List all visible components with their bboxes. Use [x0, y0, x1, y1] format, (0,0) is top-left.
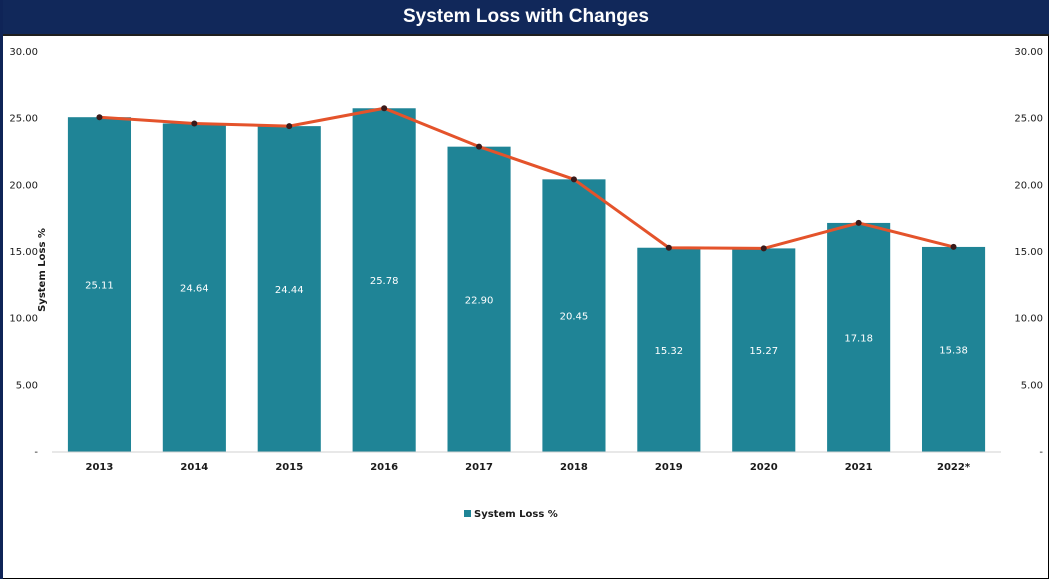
x-tick-label: 2022* [937, 462, 971, 473]
x-tick-label: 2016 [370, 462, 398, 473]
bar [827, 222, 891, 452]
y-tick-right: 5.00 [1021, 380, 1043, 391]
line-point [570, 176, 577, 183]
y-tick-left: 10.00 [9, 314, 38, 325]
data-label: 17.18 [844, 333, 873, 344]
y-tick-left: 15.00 [9, 247, 38, 258]
y-tick-left: 20.00 [9, 180, 38, 191]
x-tick-label: 2020 [750, 462, 778, 473]
frame-accent [0, 0, 3, 579]
y-tick-left: 5.00 [16, 380, 38, 391]
data-label: 20.45 [560, 312, 589, 323]
data-label: 24.44 [275, 285, 304, 296]
data-label: 15.38 [939, 345, 968, 356]
x-axis: 2013 2014 2015 2016 2017 2018 2019 2020 2021 2022… [52, 451, 1001, 473]
data-label: 22.90 [465, 295, 494, 306]
y-axis-label: System Loss % [37, 228, 48, 312]
x-tick-label: 2019 [655, 462, 683, 473]
legend-swatch [464, 510, 471, 517]
x-tick-label: 2015 [275, 462, 303, 473]
line-point [665, 244, 672, 251]
x-tick-label: 2018 [560, 462, 588, 473]
data-label: 24.64 [180, 284, 209, 295]
y-tick-right: - [1039, 447, 1043, 458]
x-tick-label: 2014 [180, 462, 208, 473]
y-tick-right: 25.00 [1014, 114, 1043, 125]
y-axis-left: - 5.00 10.00 15.00 20.00 25.00 30.00 [9, 47, 38, 458]
bar [162, 123, 226, 452]
bar [637, 247, 701, 452]
bar [67, 117, 132, 452]
x-tick-label: 2017 [465, 462, 493, 473]
y-tick-right: 10.00 [1014, 314, 1043, 325]
line-point [760, 245, 767, 252]
bar [257, 126, 321, 452]
y-axis-right: - 5.00 10.00 15.00 20.00 25.00 30.00 [1014, 47, 1043, 458]
data-label: 25.11 [85, 281, 114, 292]
y-tick-right: 20.00 [1014, 180, 1043, 191]
bar [921, 246, 986, 452]
line-point [855, 219, 862, 226]
y-tick-right: 15.00 [1014, 247, 1043, 258]
x-tick-label: 2013 [86, 462, 114, 473]
data-label: 25.78 [370, 276, 399, 287]
bar-series [67, 108, 986, 453]
bar [542, 179, 606, 453]
x-tick-label: 2021 [845, 462, 873, 473]
y-tick-left: - [34, 447, 38, 458]
legend-entry: System Loss % [474, 509, 558, 520]
y-tick-left: 30.00 [9, 47, 38, 58]
chart-title: System Loss with Changes [3, 0, 1049, 36]
y-tick-right: 30.00 [1014, 47, 1043, 58]
line-point [476, 143, 483, 150]
legend: System Loss % [464, 509, 558, 520]
line-point [381, 105, 388, 112]
data-labels: 25.11 24.64 24.44 25.78 22.90 20.45 15.32 15.27… [85, 276, 968, 357]
y-tick-left: 25.00 [9, 114, 38, 125]
bar [447, 146, 511, 452]
bar [352, 108, 416, 453]
line-point [950, 243, 957, 250]
line-path [99, 106, 954, 250]
bar [732, 248, 796, 452]
data-label: 15.32 [655, 346, 684, 357]
line-point [286, 123, 293, 130]
line-point [96, 114, 103, 121]
data-label: 15.27 [749, 346, 778, 357]
line-point [191, 120, 198, 127]
line-series [96, 105, 957, 252]
